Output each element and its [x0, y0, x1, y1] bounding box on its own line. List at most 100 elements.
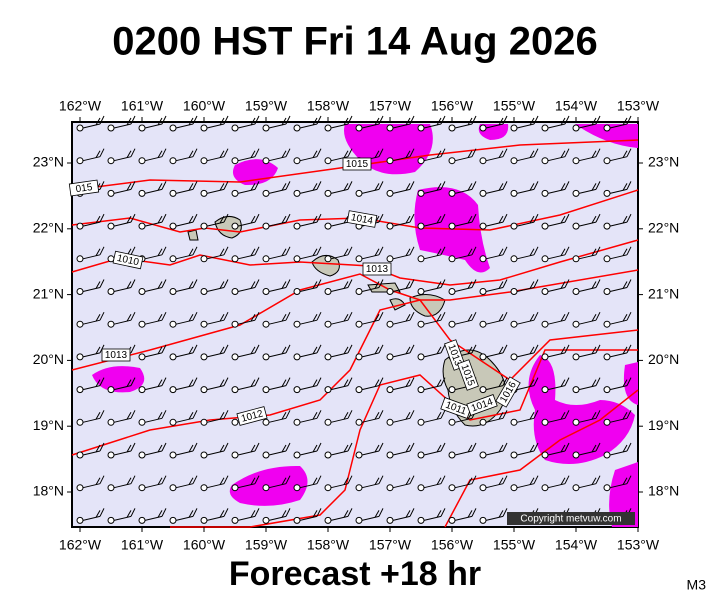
wind-barb [169, 508, 198, 524]
barb-flag [405, 281, 411, 289]
barb-flag [126, 412, 132, 420]
barb-flag [529, 313, 535, 322]
wind-barb [510, 279, 539, 295]
barb-flag [626, 115, 632, 125]
barb-flag [378, 508, 384, 517]
wind-barb [541, 311, 570, 328]
barb-flag [498, 510, 504, 518]
barb-flag [436, 183, 442, 191]
barb-flag [192, 115, 198, 125]
barb-flag [595, 115, 601, 125]
barb-flag [95, 346, 101, 355]
barb-flag [285, 115, 291, 125]
station [510, 484, 518, 492]
station [76, 484, 84, 492]
station [572, 451, 580, 459]
wind-barb [479, 148, 508, 165]
station [448, 386, 456, 394]
station [324, 124, 332, 132]
barb-shaft [516, 123, 535, 129]
barb-shaft [82, 483, 101, 489]
barb-flag [254, 442, 260, 452]
barb-shaft [547, 417, 566, 423]
isobar-label-text: 1010 [116, 253, 140, 268]
wind-barb [355, 181, 384, 197]
barb-flag [498, 183, 504, 191]
barb-shaft [144, 156, 163, 162]
barb-flag [250, 281, 256, 289]
barb-flag [467, 510, 473, 518]
barb-flag [591, 281, 597, 289]
station [231, 255, 239, 263]
barb-shaft [516, 156, 535, 162]
barb-flag [591, 313, 597, 322]
barb-flag [130, 279, 136, 288]
barb-flag [471, 148, 477, 157]
barb-flag [188, 183, 194, 191]
barb-shaft [485, 385, 504, 391]
barb-flag [498, 346, 504, 355]
barb-shaft [516, 483, 535, 489]
station [386, 386, 394, 394]
station [200, 189, 208, 197]
barb-flag [529, 117, 535, 126]
barb-flag [130, 181, 136, 190]
barb-flag [564, 410, 570, 419]
barb-flag [378, 115, 384, 125]
barb-flag [347, 442, 353, 452]
barb-flag [498, 248, 504, 257]
wind-barb [417, 115, 446, 132]
station [448, 157, 456, 165]
barb-flag [347, 344, 353, 354]
barb-flag [99, 181, 105, 190]
barb-flag [378, 410, 384, 419]
barb-flag [250, 117, 256, 126]
barb-flag [440, 344, 446, 354]
wind-barb [107, 148, 136, 165]
barb-flag [502, 410, 508, 419]
isobar-label: 1013 [101, 348, 131, 362]
wind-barb [262, 508, 291, 524]
station [76, 288, 84, 295]
wind-barb [603, 442, 632, 459]
barb-flag [622, 248, 628, 257]
station [479, 189, 487, 197]
wind-barb [603, 115, 632, 132]
barb-flag [285, 246, 291, 256]
barb-flag [467, 183, 473, 191]
wind-barb [479, 410, 508, 426]
barb-shaft [547, 188, 566, 194]
barb-shaft [423, 156, 442, 162]
barb-flag [374, 510, 380, 518]
barb-flag [529, 248, 535, 257]
station [293, 451, 301, 459]
barb-shaft [206, 483, 225, 489]
barb-shaft [237, 156, 256, 162]
barb-flag [285, 442, 291, 452]
station [541, 288, 549, 295]
barb-shaft [423, 319, 442, 325]
wind-barb [355, 246, 384, 263]
station [76, 157, 84, 165]
barb-flag [533, 344, 539, 354]
wind-barb [262, 213, 291, 230]
lat-label: 18°N [33, 483, 64, 499]
wind-barb [138, 279, 167, 295]
wind-barb [262, 344, 291, 361]
barb-flag [533, 311, 539, 321]
wind-barb [541, 148, 570, 165]
barb-shaft [330, 123, 349, 129]
barb-flag [126, 313, 132, 322]
barb-flag [440, 246, 446, 256]
wind-barb [76, 279, 105, 295]
barb-flag [157, 412, 163, 420]
barb-flag [440, 115, 446, 125]
barb-flag [374, 117, 380, 126]
barb-shaft [361, 385, 380, 391]
wind-barb [324, 148, 353, 165]
barb-shaft [485, 287, 504, 292]
barb-flag [219, 183, 225, 191]
station [324, 157, 332, 165]
barb-shaft [299, 483, 318, 489]
barb-shaft [485, 352, 504, 358]
